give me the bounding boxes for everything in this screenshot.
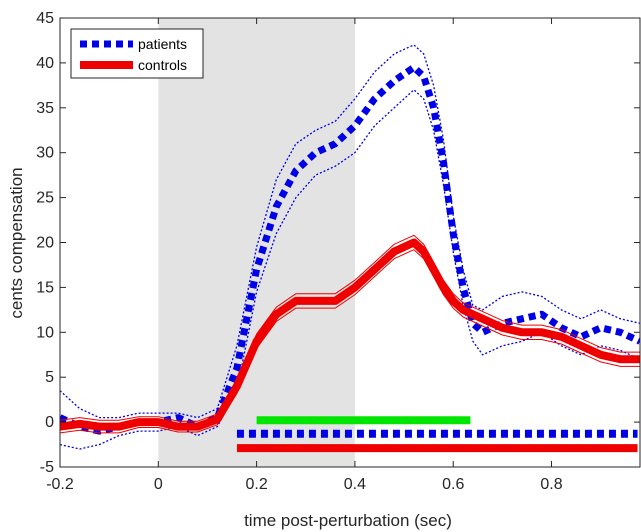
y-tick-label: 25 <box>36 190 54 207</box>
x-tick-label: 0.2 <box>245 476 267 493</box>
y-tick-label: 20 <box>36 235 54 252</box>
series-controls-upper-bound <box>60 234 640 422</box>
x-axis-label: time post-perturbation (sec) <box>244 511 452 530</box>
x-tick-label: 0.8 <box>540 476 562 493</box>
x-tick-label: 0.4 <box>344 476 366 493</box>
y-axis-label: cents compensation <box>7 167 26 318</box>
legend: patients controls <box>70 28 204 79</box>
legend-label-controls: controls <box>138 57 187 73</box>
y-tick-label: 35 <box>36 100 54 117</box>
y-tick-label: 10 <box>36 324 54 341</box>
x-tick-label: -0.2 <box>46 476 74 493</box>
series-controls-line <box>60 238 640 431</box>
series-controls-lower-bound <box>60 249 640 434</box>
y-tick-label: 5 <box>45 369 54 386</box>
y-tick-label: 40 <box>36 55 54 72</box>
y-tick-label: 0 <box>45 414 54 431</box>
legend-box <box>70 28 204 79</box>
series-patients-upper-bound <box>60 44 640 419</box>
series-patients-lower-bound <box>60 89 640 450</box>
y-tick-label: -5 <box>40 459 54 476</box>
series-patients-line <box>60 63 640 435</box>
y-tick-label: 30 <box>36 145 54 162</box>
axis-ticks: -0.2 0 0.2 0.4 0.6 0.8 -5 0 5 10 15 20 25 30 35 40 45 <box>36 10 640 493</box>
significance-bars <box>236 416 638 453</box>
perturbation-shaded-region <box>158 18 355 467</box>
legend-label-patients: patients <box>138 36 187 52</box>
x-tick-label: 0 <box>154 476 163 493</box>
series-layer <box>60 44 640 450</box>
x-tick-label: 0.6 <box>442 476 464 493</box>
y-tick-label: 45 <box>36 10 54 27</box>
y-tick-label: 15 <box>36 279 54 296</box>
